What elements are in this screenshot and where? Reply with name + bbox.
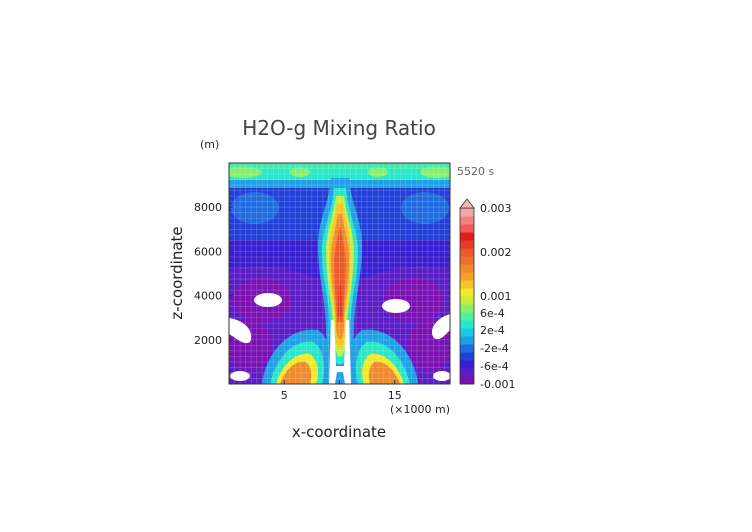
y-tick-label: 8000 xyxy=(194,201,222,214)
colorbar-segment xyxy=(460,264,474,273)
y-unit-label: (m) xyxy=(200,138,219,151)
colorbar-segment xyxy=(460,344,474,353)
colorbar-segment xyxy=(460,256,474,265)
colorbar-label: 6e-4 xyxy=(480,307,505,320)
colorbar-label: 0.001 xyxy=(480,290,512,303)
colorbar-segment xyxy=(460,224,474,233)
y-tick-label: 6000 xyxy=(194,245,222,258)
colorbar-segment xyxy=(460,280,474,289)
colorbar-segment xyxy=(460,360,474,369)
colorbar-segment xyxy=(460,368,474,377)
colorbar-segment xyxy=(460,304,474,313)
colorbar-segment xyxy=(460,312,474,321)
colorbar xyxy=(459,198,475,385)
grid-lines xyxy=(229,163,450,384)
colorbar-segment xyxy=(460,352,474,361)
colorbar-segment xyxy=(460,376,474,385)
x-axis-label: x-coordinate xyxy=(292,423,386,441)
colorbar-labels: 0.003 0.002 0.001 6e-4 2e-4 -2e-4 -6e-4 -0.001 xyxy=(480,202,515,391)
colorbar-extension-arrow xyxy=(459,198,475,209)
chart-title: H2O-g Mixing Ratio xyxy=(242,116,436,140)
y-tick-label: 2000 xyxy=(194,334,222,347)
colorbar-segment xyxy=(460,296,474,305)
colorbar-segment xyxy=(460,248,474,257)
colorbar-segment xyxy=(460,320,474,329)
colorbar-label: 0.002 xyxy=(480,246,512,259)
colorbar-label: -6e-4 xyxy=(480,360,509,373)
x-tick-label: 15 xyxy=(388,389,402,402)
x-tick-label: 10 xyxy=(333,389,347,402)
colorbar-label: -0.001 xyxy=(480,378,515,391)
colorbar-segment xyxy=(460,288,474,297)
colorbar-segment xyxy=(460,232,474,241)
colorbar-label: 0.003 xyxy=(480,202,512,215)
y-tick-labels: 2000 4000 6000 8000 xyxy=(194,201,233,347)
colorbar-segment xyxy=(460,240,474,249)
colorbar-label: -2e-4 xyxy=(480,342,509,355)
time-label: 5520 s xyxy=(457,165,494,178)
colorbar-segment xyxy=(460,216,474,225)
x-tick-labels: 5 10 15 xyxy=(281,380,402,402)
x-unit-label: (×1000 m) xyxy=(390,403,450,416)
y-axis-label: z-coordinate xyxy=(168,226,186,319)
colorbar-segment xyxy=(460,328,474,337)
contour-field xyxy=(229,163,450,384)
colorbar-label: 2e-4 xyxy=(480,324,505,337)
colorbar-segment xyxy=(460,272,474,281)
y-tick-label: 4000 xyxy=(194,290,222,303)
colorbar-segment xyxy=(460,208,474,217)
x-tick-label: 5 xyxy=(281,389,288,402)
colorbar-segment xyxy=(460,336,474,345)
